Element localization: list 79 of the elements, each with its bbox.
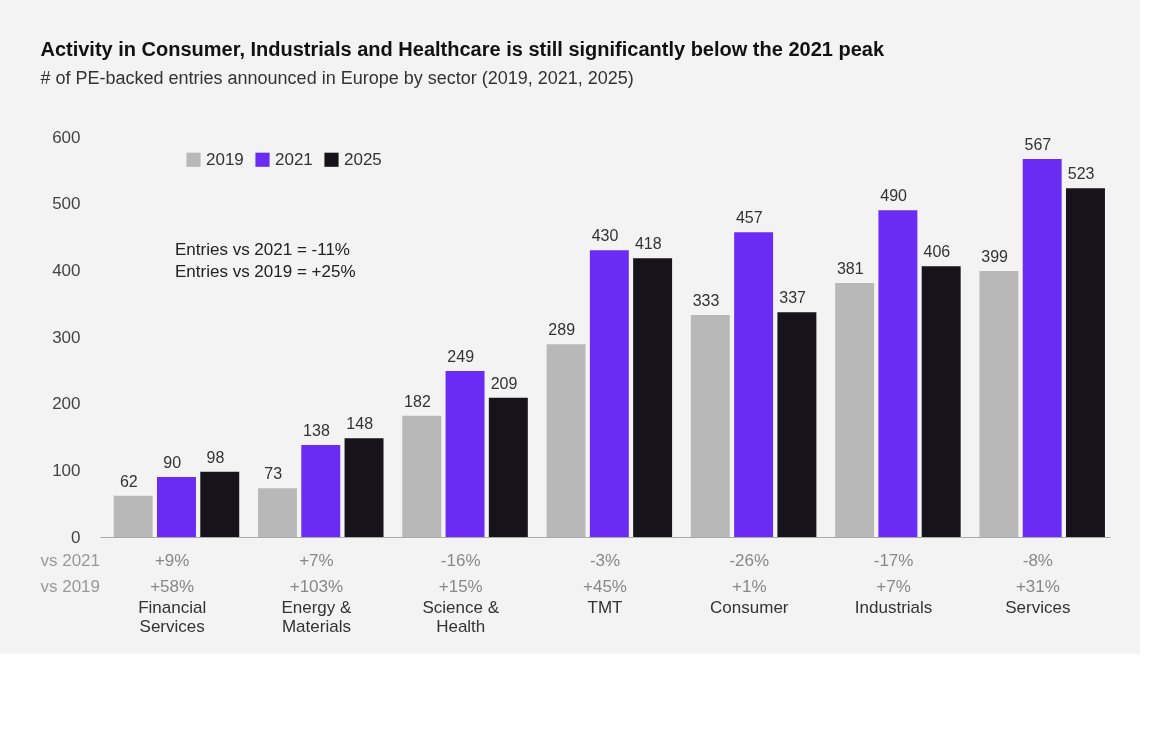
data-label: 406 — [923, 243, 951, 261]
y-tick-label: 600 — [52, 127, 81, 147]
text: +1% — [732, 577, 767, 596]
annotation: Entries vs 2019 = +25% — [175, 262, 356, 281]
data-label: 289 — [548, 321, 576, 339]
x-tick-label: Services — [1005, 597, 1071, 617]
y-tick-label: 500 — [52, 194, 81, 214]
bar — [734, 232, 774, 537]
data-label: 333 — [692, 292, 720, 309]
y-tick-label: 400 — [52, 260, 81, 280]
text: +15% — [438, 577, 483, 596]
bar — [979, 271, 1019, 537]
bar — [445, 371, 485, 537]
data-label: 490 — [880, 187, 908, 205]
text: +7% — [876, 577, 911, 596]
data-label: 62 — [119, 472, 138, 490]
bar — [633, 258, 673, 537]
bar — [1022, 159, 1062, 537]
chart-title: Activity in Consumer, Industrials and Healthcare is still significantly below the 2021 peak — [40, 38, 885, 60]
data-label: 249 — [447, 348, 475, 365]
text: vs 2021 — [40, 551, 100, 570]
data-label: 457 — [735, 209, 763, 227]
text: -3% — [589, 551, 621, 570]
bar — [589, 250, 629, 537]
bar — [257, 488, 297, 537]
data-label: 98 — [206, 448, 225, 466]
text: +58% — [150, 577, 195, 596]
bar — [156, 477, 196, 537]
text: vs 2019 — [40, 577, 100, 596]
text: +103% — [289, 577, 344, 596]
chart-subtitle: # of PE-backed entries announced in Europe by sector (2019, 2021, 2025) — [40, 68, 634, 88]
bar — [1065, 188, 1105, 537]
x-tick-label: Industrials — [854, 597, 933, 617]
annotation: Entries vs 2021 = -11% — [175, 240, 350, 259]
data-label: 430 — [591, 227, 619, 245]
data-label: 418 — [634, 235, 662, 253]
bar — [344, 438, 384, 537]
data-label: 381 — [836, 260, 864, 277]
x-tick-label: Financial Services — [138, 597, 207, 636]
text: +31% — [1015, 577, 1060, 596]
y-tick-label: 0 — [71, 527, 81, 547]
text: +7% — [299, 551, 334, 570]
bar — [301, 445, 341, 537]
bar — [113, 495, 153, 537]
y-tick-label: 100 — [52, 460, 81, 480]
legend-label: 2021 — [275, 149, 313, 169]
data-label: 399 — [981, 248, 1009, 265]
bar — [200, 471, 240, 537]
data-label: 138 — [303, 422, 330, 439]
legend-label: 2025 — [344, 149, 382, 169]
text: -17% — [873, 551, 914, 570]
data-label: 73 — [264, 465, 283, 483]
x-tick-label: Consumer — [710, 597, 789, 617]
bar — [402, 415, 442, 537]
bar — [878, 210, 918, 537]
y-tick-label: 200 — [52, 394, 81, 414]
bar — [921, 266, 961, 537]
text: -16% — [440, 551, 481, 570]
text: -26% — [729, 551, 770, 570]
bar — [488, 397, 528, 537]
bar — [777, 312, 817, 537]
legend-label: 2019 — [206, 149, 244, 169]
bar — [690, 315, 730, 537]
x-tick-label: Science & Health — [422, 597, 500, 636]
data-label: 209 — [490, 374, 518, 392]
data-label: 148 — [346, 415, 374, 433]
text: -8% — [1022, 551, 1053, 570]
text: +9% — [154, 551, 190, 570]
data-label: 182 — [404, 392, 431, 410]
bar — [546, 344, 586, 537]
data-label: 90 — [163, 454, 182, 471]
text: +45% — [583, 577, 627, 596]
data-label: 523 — [1067, 165, 1095, 183]
data-label: 337 — [779, 289, 807, 307]
bar — [835, 283, 875, 537]
x-tick-label: Energy & Materials — [281, 597, 353, 636]
x-tick-label: TMT — [587, 597, 623, 617]
y-tick-label: 300 — [52, 327, 81, 347]
data-label: 567 — [1024, 136, 1052, 153]
